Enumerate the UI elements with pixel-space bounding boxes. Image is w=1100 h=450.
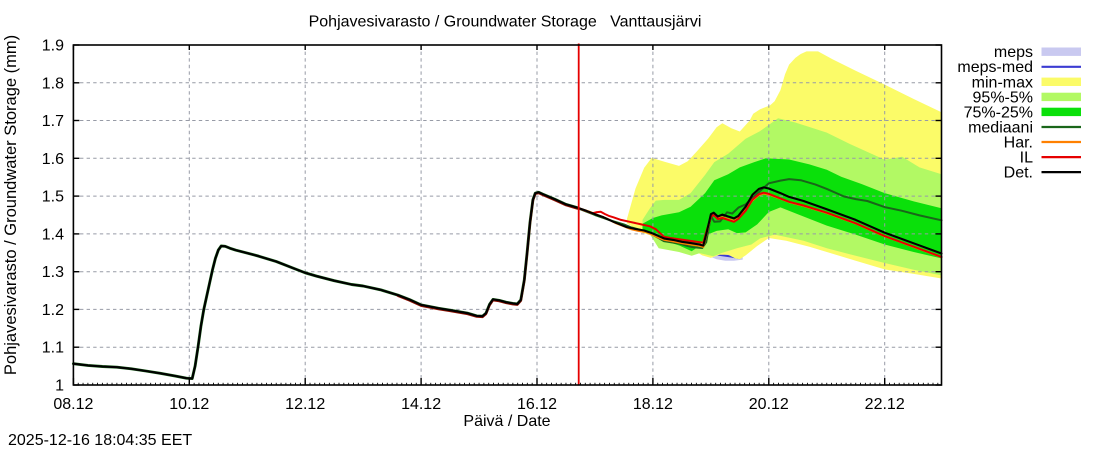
svg-text:22.12: 22.12 xyxy=(865,396,905,413)
svg-text:1.9: 1.9 xyxy=(42,38,64,55)
svg-text:1.4: 1.4 xyxy=(42,226,64,243)
svg-text:Har.: Har. xyxy=(1004,135,1033,152)
svg-text:Pohjavesivarasto / Groundwater: Pohjavesivarasto / Groundwater Storage V… xyxy=(309,14,702,31)
svg-text:12.12: 12.12 xyxy=(285,396,325,413)
svg-text:20.12: 20.12 xyxy=(749,396,789,413)
svg-text:Päivä / Date: Päivä / Date xyxy=(463,413,550,430)
svg-text:1: 1 xyxy=(55,378,64,395)
svg-text:meps-med: meps-med xyxy=(957,59,1033,76)
svg-text:2025-12-16 18:04:35 EET: 2025-12-16 18:04:35 EET xyxy=(8,432,192,449)
svg-text:1.1: 1.1 xyxy=(42,340,64,357)
svg-text:1.8: 1.8 xyxy=(42,75,64,92)
svg-text:16.12: 16.12 xyxy=(517,396,557,413)
svg-text:1.5: 1.5 xyxy=(42,189,64,206)
svg-text:Pohjavesivarasto / Groundwater: Pohjavesivarasto / Groundwater Storage (… xyxy=(2,35,20,375)
svg-text:95%-5%: 95%-5% xyxy=(973,89,1033,106)
svg-text:1.2: 1.2 xyxy=(42,302,64,319)
svg-text:meps: meps xyxy=(994,44,1033,61)
svg-text:10.12: 10.12 xyxy=(169,396,209,413)
svg-text:18.12: 18.12 xyxy=(633,396,673,413)
svg-text:75%-25%: 75%-25% xyxy=(964,104,1033,121)
svg-text:1.3: 1.3 xyxy=(42,264,64,281)
svg-text:08.12: 08.12 xyxy=(53,396,93,413)
svg-text:mediaani: mediaani xyxy=(968,119,1033,136)
svg-text:1.7: 1.7 xyxy=(42,113,64,130)
svg-text:min-max: min-max xyxy=(972,74,1033,91)
svg-text:IL: IL xyxy=(1020,150,1033,167)
svg-text:Det.: Det. xyxy=(1004,165,1033,182)
svg-text:14.12: 14.12 xyxy=(401,396,441,413)
svg-text:1.6: 1.6 xyxy=(42,151,64,168)
